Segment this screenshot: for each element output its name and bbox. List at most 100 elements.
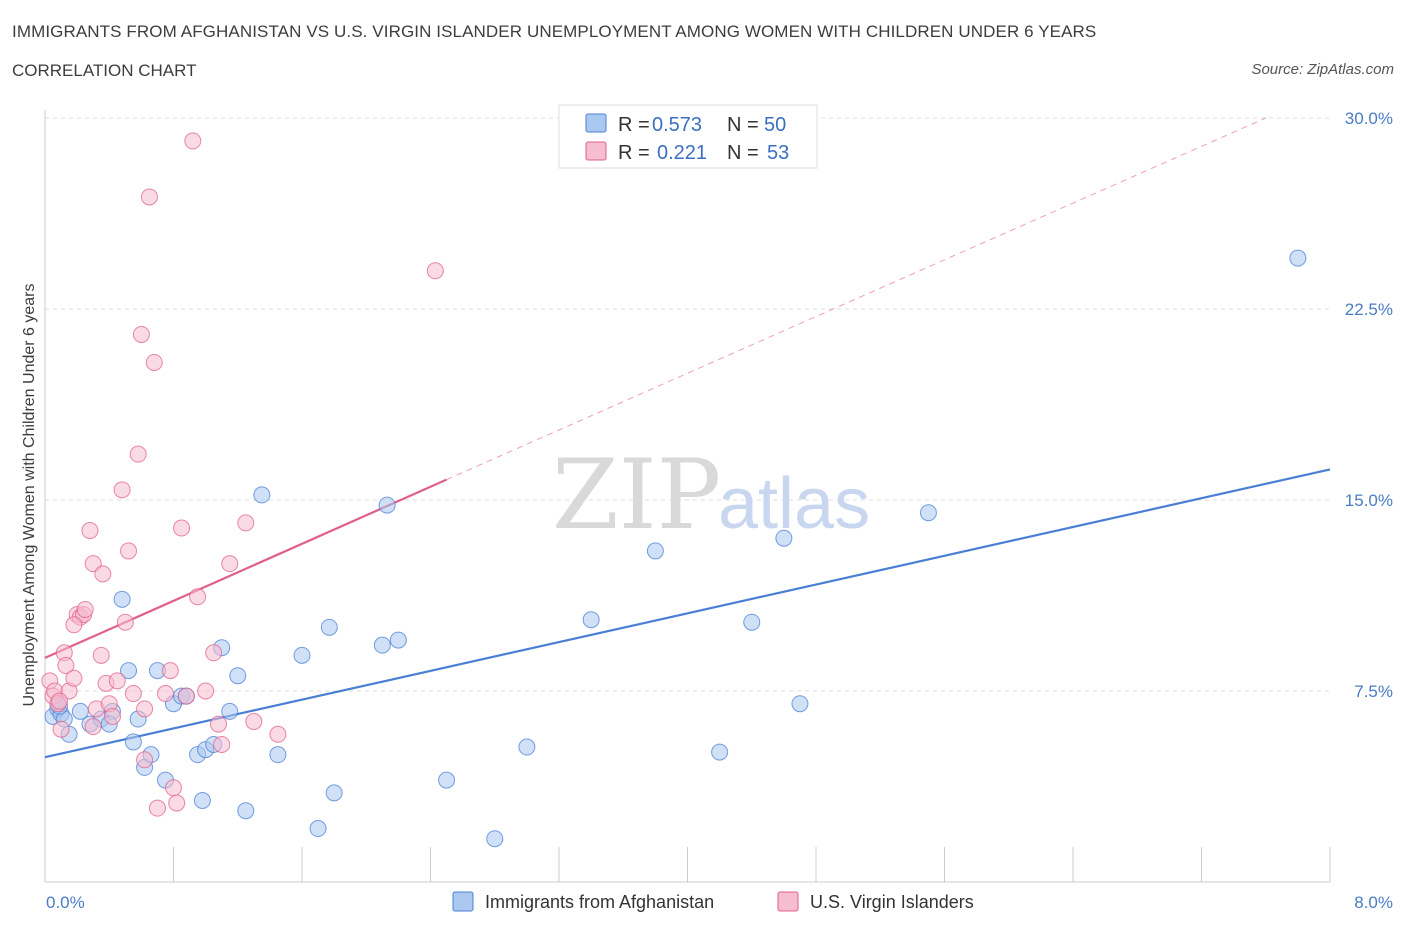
point-s0-31 [309, 820, 327, 838]
point-s1-44 [221, 555, 239, 573]
point-s0-40 [646, 542, 664, 560]
bottom-legend: Immigrants from Afghanistan U.S. Virgin … [452, 891, 974, 912]
point-s1-34 [165, 779, 182, 797]
stats-n-value-virgin-islanders: 53 [767, 142, 789, 164]
point-s0-38 [518, 738, 536, 756]
point-s0-42 [743, 613, 761, 631]
point-s1-23 [116, 613, 134, 631]
point-s0-34 [373, 636, 391, 654]
point-s0-43 [775, 529, 793, 547]
watermark: ZIP atlas [552, 439, 870, 551]
watermark-atlas: atlas [718, 464, 870, 544]
chart-subtitle: CORRELATION CHART [12, 61, 197, 80]
point-s1-31 [148, 799, 166, 817]
point-s0-45 [919, 504, 937, 522]
point-s1-4 [52, 720, 70, 738]
point-s1-40 [197, 682, 215, 700]
point-s0-36 [438, 771, 456, 789]
point-s1-12 [76, 601, 94, 619]
grid [45, 117, 1330, 692]
point-s0-35 [389, 631, 407, 649]
stats-swatch-afghanistan [585, 113, 607, 133]
point-s1-45 [237, 514, 255, 532]
point-s0-41 [711, 743, 729, 761]
y-tick-label-0: 7.5% [1354, 682, 1393, 701]
point-s1-47 [269, 725, 287, 743]
chart-title: IMMIGRANTS FROM AFGHANISTAN VS U.S. VIRG… [12, 22, 1097, 41]
point-s1-48 [136, 751, 154, 769]
point-s1-28 [136, 700, 154, 718]
point-s1-38 [184, 132, 202, 150]
source-credit: Source: ZipAtlas.com [1251, 61, 1394, 78]
point-s1-49 [84, 718, 102, 736]
point-s0-32 [320, 618, 338, 636]
point-s1-6 [57, 657, 75, 675]
point-s0-10 [120, 662, 138, 680]
stats-n-label-afghanistan: N = [727, 114, 759, 136]
axes [44, 110, 1331, 883]
point-s1-26 [129, 445, 147, 463]
point-s1-8 [65, 669, 83, 687]
point-s0-25 [221, 702, 239, 720]
point-s0-26 [229, 667, 247, 685]
watermark-zip: ZIP [552, 439, 721, 551]
point-s0-46 [378, 496, 396, 514]
point-s1-41 [205, 644, 223, 662]
point-s1-35 [168, 794, 186, 812]
point-s0-37 [486, 830, 504, 848]
point-s0-11 [124, 733, 142, 751]
point-s1-13 [81, 522, 99, 540]
stats-r-value-afghanistan: 0.573 [652, 114, 702, 136]
trend-line-0 [44, 468, 1331, 759]
point-s1-16 [92, 646, 110, 664]
point-s0-9 [113, 590, 131, 608]
trend-lines [44, 117, 1331, 759]
point-s0-21 [193, 792, 211, 810]
y-tick-label-3: 30.0% [1345, 109, 1393, 128]
point-s1-39 [189, 588, 207, 606]
point-s1-24 [120, 542, 138, 560]
point-s0-29 [269, 746, 287, 764]
y-tick-label-2: 22.5% [1345, 300, 1393, 319]
point-s1-33 [161, 662, 179, 680]
tick-labels: 7.5% 15.0% 22.5% 30.0% 0.0% 8.0% [46, 109, 1393, 912]
stats-r-label-afghanistan: R = [618, 114, 650, 136]
point-s1-52 [426, 262, 444, 280]
point-s1-27 [132, 325, 150, 343]
stats-n-value-afghanistan: 50 [764, 114, 786, 136]
stats-r-label-virgin-islanders: R = [618, 142, 650, 164]
x-tick-label-min: 0.0% [46, 893, 85, 912]
data-points [41, 132, 1307, 848]
point-s1-32 [156, 685, 174, 703]
point-s0-39 [582, 611, 600, 629]
legend-swatch-afghanistan [452, 891, 474, 912]
point-s1-36 [173, 519, 191, 537]
point-s0-33 [325, 784, 343, 802]
point-s1-17 [94, 565, 112, 583]
point-s0-30 [293, 646, 311, 664]
point-s1-25 [124, 685, 142, 703]
stats-legend: R = 0.573 N = 50 R = 0.221 N = 53 [558, 104, 818, 169]
point-s0-44 [791, 695, 809, 713]
point-s1-30 [145, 353, 163, 371]
point-s1-51 [50, 692, 68, 710]
point-s1-46 [245, 713, 263, 731]
point-s0-27 [237, 802, 255, 820]
point-s1-37 [177, 687, 195, 705]
stats-n-label-virgin-islanders: N = [727, 142, 759, 164]
point-s0-49 [1289, 249, 1307, 267]
point-s1-50 [65, 616, 83, 634]
point-s0-28 [253, 486, 271, 504]
y-tick-label-1: 15.0% [1345, 491, 1393, 510]
stats-swatch-virgin-islanders [585, 141, 607, 161]
trend-line-1 [44, 478, 448, 659]
point-s1-22 [113, 481, 131, 499]
point-s1-42 [209, 715, 227, 733]
legend-label-virgin-islanders: U.S. Virgin Islanders [810, 892, 974, 912]
point-s1-43 [213, 735, 231, 753]
point-s1-29 [140, 188, 158, 206]
x-tick-label-max: 8.0% [1354, 893, 1393, 912]
stats-r-value-virgin-islanders: 0.221 [657, 142, 707, 164]
point-s1-20 [103, 707, 121, 725]
